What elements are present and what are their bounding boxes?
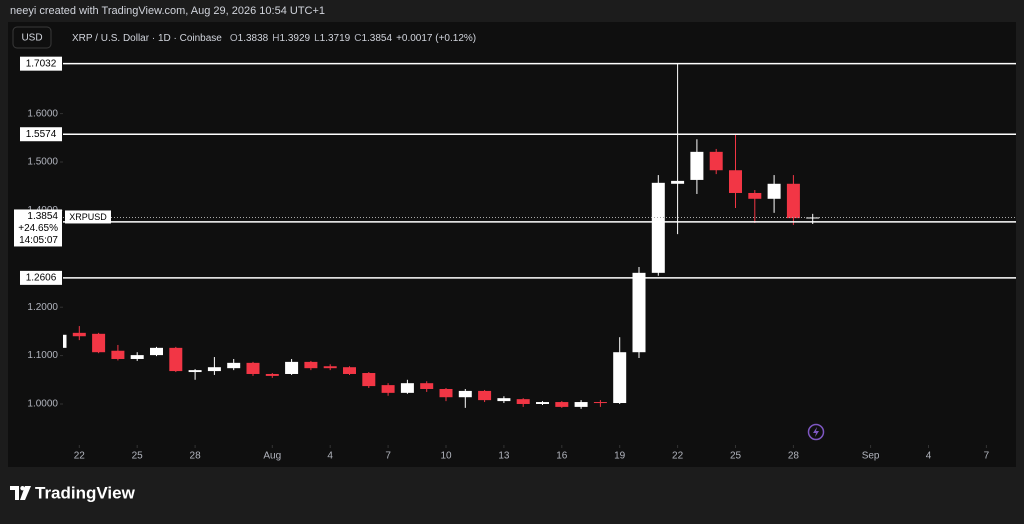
candle-body bbox=[111, 350, 125, 359]
candle-body bbox=[439, 388, 453, 398]
candle-body bbox=[729, 170, 742, 193]
plot-area bbox=[63, 63, 820, 409]
ohlc-value: 1.3838 bbox=[238, 33, 269, 44]
candle-body bbox=[767, 183, 781, 199]
candle-body bbox=[420, 383, 434, 389]
x-tick-label: 16 bbox=[556, 451, 568, 462]
candle-body bbox=[806, 217, 820, 219]
candle-body bbox=[632, 272, 646, 353]
price-value: 1.3854 bbox=[27, 211, 58, 222]
candle-body bbox=[92, 333, 106, 353]
candle-body bbox=[574, 402, 588, 407]
x-tick-label: 7 bbox=[385, 451, 391, 462]
chart-panel bbox=[8, 22, 1016, 467]
candle-body bbox=[786, 183, 800, 219]
ohlc-label: H bbox=[272, 33, 279, 44]
y-tick-label: 1.5000 bbox=[27, 157, 58, 168]
x-tick-label: 10 bbox=[440, 451, 452, 462]
currency: USD bbox=[21, 33, 42, 44]
x-tick-label: 25 bbox=[730, 451, 742, 462]
level-label: 1.7032 bbox=[26, 58, 57, 69]
price-change: +24.65% bbox=[18, 223, 58, 234]
symbol-label-box bbox=[65, 210, 111, 224]
candle-body bbox=[381, 385, 395, 393]
candle-body bbox=[497, 398, 511, 402]
y-tick-label: 1.1000 bbox=[27, 350, 58, 361]
x-tick-label: 28 bbox=[190, 451, 202, 462]
y-tick-label: 1.2000 bbox=[27, 302, 58, 313]
x-tick-label: 4 bbox=[327, 451, 333, 462]
price-countdown: 14:05:07 bbox=[19, 235, 58, 246]
y-tick-label: 1.0000 bbox=[27, 399, 58, 410]
legend: XRP / U.S. Dollar · 1D · Coinbase O1.3838… bbox=[72, 33, 476, 44]
level-label-box bbox=[20, 127, 62, 142]
ohlc-value: 1.3854 bbox=[361, 33, 392, 44]
level-label-box bbox=[20, 56, 62, 71]
candle-body bbox=[593, 402, 607, 404]
candle-body bbox=[748, 192, 762, 199]
x-tick-label: Sep bbox=[862, 451, 880, 462]
ohlc-label: C bbox=[354, 33, 361, 44]
candle-body bbox=[555, 402, 569, 407]
x-tick-label: Aug bbox=[263, 451, 281, 462]
symbol-title: XRP / U.S. Dollar · 1D · Coinbase bbox=[72, 33, 222, 44]
candle-body bbox=[72, 332, 86, 337]
ohlc-label: L bbox=[314, 33, 320, 44]
candle-body bbox=[671, 180, 685, 184]
currency-button[interactable] bbox=[12, 26, 52, 49]
candle-body bbox=[63, 334, 67, 348]
x-tick-label: 22 bbox=[74, 451, 86, 462]
attribution: neeyi created with TradingView.com, Aug … bbox=[10, 5, 325, 17]
candle-body bbox=[285, 361, 299, 374]
x-tick-label: 25 bbox=[132, 451, 144, 462]
symbol-label: XRPUSD bbox=[69, 212, 107, 222]
lightning-icon[interactable] bbox=[807, 423, 825, 441]
level-label-box bbox=[20, 270, 62, 285]
candle-body bbox=[709, 151, 723, 171]
x-tick-label: 4 bbox=[926, 451, 932, 462]
logo-mark bbox=[10, 486, 31, 500]
candle-body bbox=[323, 366, 337, 369]
candle-body bbox=[651, 182, 665, 273]
level-label: 1.5574 bbox=[26, 129, 57, 140]
candle-body bbox=[613, 352, 627, 404]
candle-body bbox=[150, 347, 163, 356]
x-tick-label: 28 bbox=[788, 451, 800, 462]
candle-body bbox=[690, 151, 704, 180]
y-tick-label: 1.6000 bbox=[27, 108, 58, 119]
ohlc-label: O bbox=[230, 33, 238, 44]
candle-body bbox=[362, 373, 376, 387]
change: +0.0017 (+0.12%) bbox=[396, 33, 476, 44]
candle-body bbox=[458, 390, 472, 398]
candle-body bbox=[304, 361, 318, 369]
candle-body bbox=[227, 362, 241, 369]
candle-body bbox=[130, 355, 144, 359]
candle-body bbox=[478, 390, 492, 401]
x-tick-label: 22 bbox=[672, 451, 684, 462]
candle-body bbox=[400, 383, 414, 393]
candle-body bbox=[169, 347, 183, 372]
price-label-box bbox=[14, 209, 62, 247]
overlay: 1.00001.10001.20001.40001.50001.60002225… bbox=[14, 56, 1016, 462]
candle-body bbox=[516, 399, 530, 404]
candle-body bbox=[265, 373, 279, 376]
x-tick-label: 19 bbox=[614, 451, 626, 462]
logo-text: TradingView bbox=[35, 483, 136, 502]
x-tick-label: 7 bbox=[984, 451, 990, 462]
ohlc-value: 1.3929 bbox=[279, 33, 310, 44]
candle-body bbox=[188, 370, 202, 373]
ohlc-value: 1.3719 bbox=[320, 33, 351, 44]
candle-body bbox=[246, 362, 260, 374]
x-tick-label: 13 bbox=[498, 451, 510, 462]
candle-body bbox=[207, 367, 221, 372]
candle-body bbox=[536, 402, 549, 404]
candle-body bbox=[343, 367, 356, 374]
level-label: 1.2606 bbox=[26, 273, 57, 284]
